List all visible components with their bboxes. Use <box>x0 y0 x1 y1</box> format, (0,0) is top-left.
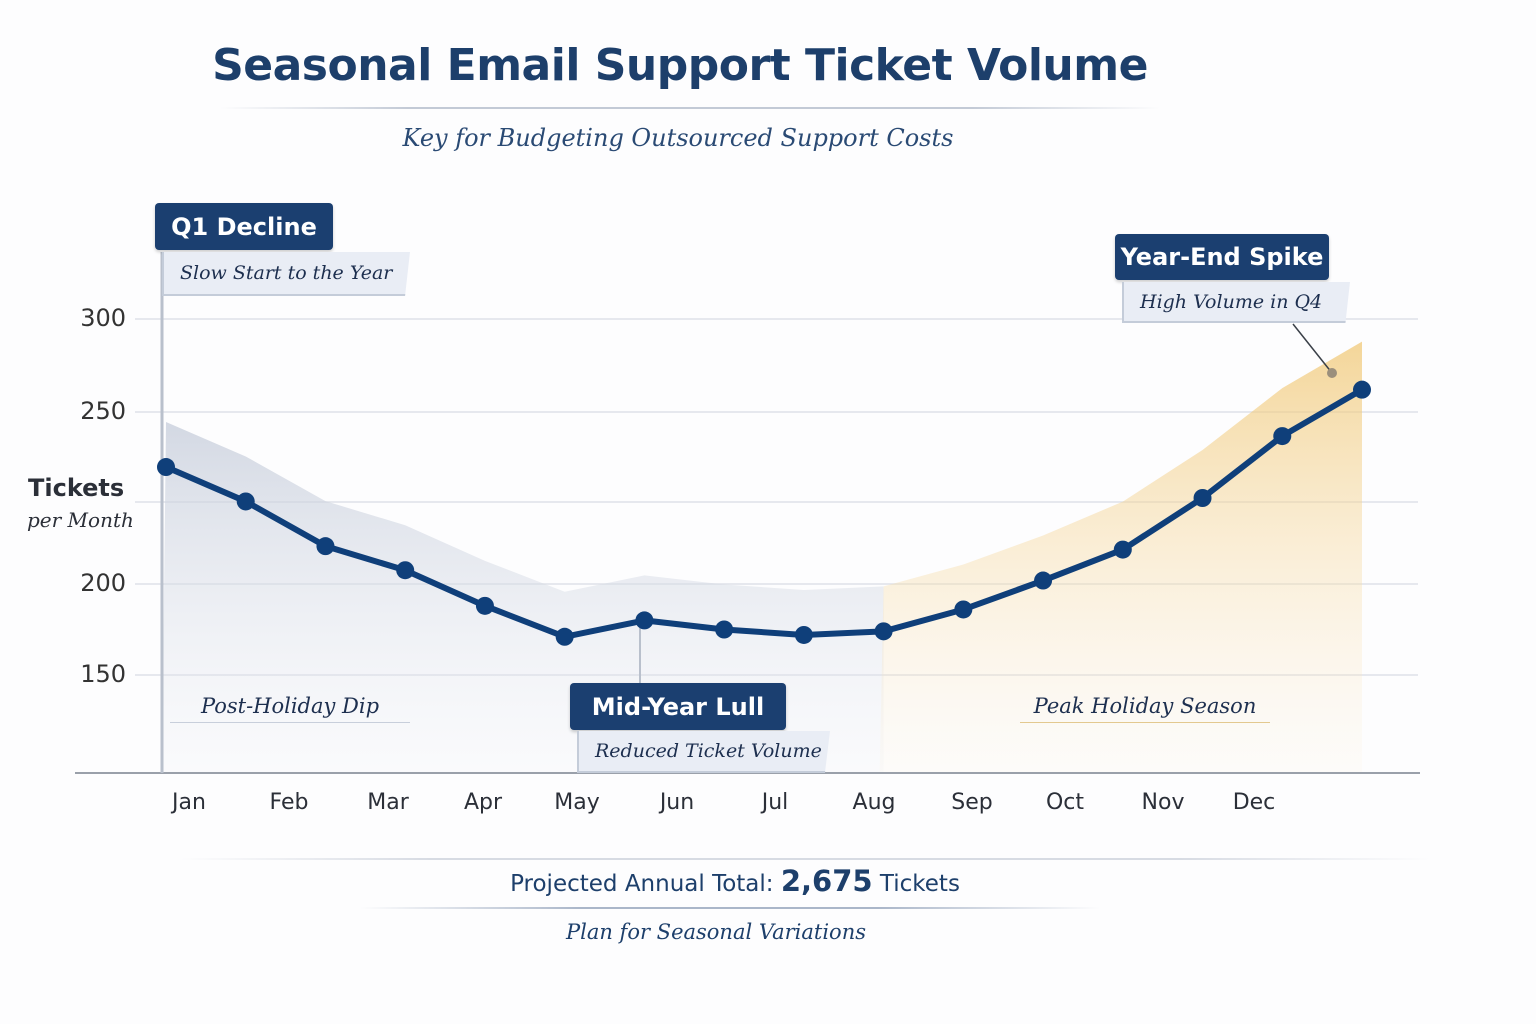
data-point <box>1273 427 1292 446</box>
annotation-q1-text: Slow Start to the Year <box>162 252 410 296</box>
footer-divider <box>180 858 1430 860</box>
x-tick-label: Feb <box>269 790 309 815</box>
data-point <box>1034 571 1053 590</box>
y-tick-label: 300 <box>80 304 126 332</box>
total-prefix: Projected Annual Total: <box>510 871 774 897</box>
y-tick-label: 250 <box>80 397 126 425</box>
data-point <box>236 492 255 511</box>
y-axis-sublabel: per Month <box>27 508 134 532</box>
annotation-yearend-title: Year-End Spike <box>1115 234 1329 280</box>
series-line <box>164 387 1364 640</box>
projected-total: Projected Annual Total: 2,675 Tickets <box>0 864 1470 898</box>
region-label-post-holiday: Post-Holiday Dip <box>170 694 410 723</box>
data-point <box>1353 380 1371 399</box>
x-tick-label: Nov <box>1141 790 1185 815</box>
data-point <box>874 622 893 641</box>
data-point <box>157 458 175 477</box>
annotation-q1-title: Q1 Decline <box>155 203 333 250</box>
y-tick-label: 150 <box>80 660 126 688</box>
x-tick-label: Mar <box>367 790 409 815</box>
total-value: 2,675 <box>780 864 873 898</box>
x-tick-label: Dec <box>1232 790 1276 815</box>
yearend-leader-dot <box>1327 368 1337 378</box>
y-tick-label: 200 <box>80 569 126 597</box>
y-axis-label: Tickets <box>28 474 125 502</box>
chart-subtitle: Key for Budgeting Outsourced Support Cos… <box>402 124 954 152</box>
x-tick-label: Oct <box>1045 790 1085 815</box>
chart-title: Seasonal Email Support Ticket Volume <box>212 40 1148 91</box>
x-tick-label: Jan <box>172 790 206 815</box>
data-point <box>1193 489 1212 507</box>
x-tick-label: Jul <box>761 790 789 815</box>
data-point <box>635 611 654 630</box>
annotation-midyear-text: Reduced Ticket Volume <box>577 731 830 773</box>
x-tick-label: Jun <box>659 790 695 815</box>
x-tick-label: Apr <box>463 790 503 815</box>
data-point <box>475 596 494 615</box>
data-point <box>794 625 813 644</box>
annotation-yearend-text: High Volume in Q4 <box>1122 282 1350 323</box>
x-tick-label: Sep <box>951 790 993 815</box>
data-point <box>555 627 574 646</box>
footer-note: Plan for Seasonal Variations <box>565 920 867 944</box>
data-point <box>316 537 335 556</box>
data-point <box>954 600 973 619</box>
total-suffix: Tickets <box>879 871 960 897</box>
footer-divider <box>360 907 1100 909</box>
data-point <box>715 620 734 639</box>
title-divider <box>220 107 1160 109</box>
x-tick-label: Aug <box>852 790 896 815</box>
data-point <box>1113 540 1132 559</box>
data-point <box>396 561 415 580</box>
region-label-peak-holiday: Peak Holiday Season <box>1020 694 1270 723</box>
yearend-leader-line <box>1292 323 1333 374</box>
x-tick-label: May <box>554 790 600 815</box>
annotation-midyear-title: Mid-Year Lull <box>570 683 786 730</box>
